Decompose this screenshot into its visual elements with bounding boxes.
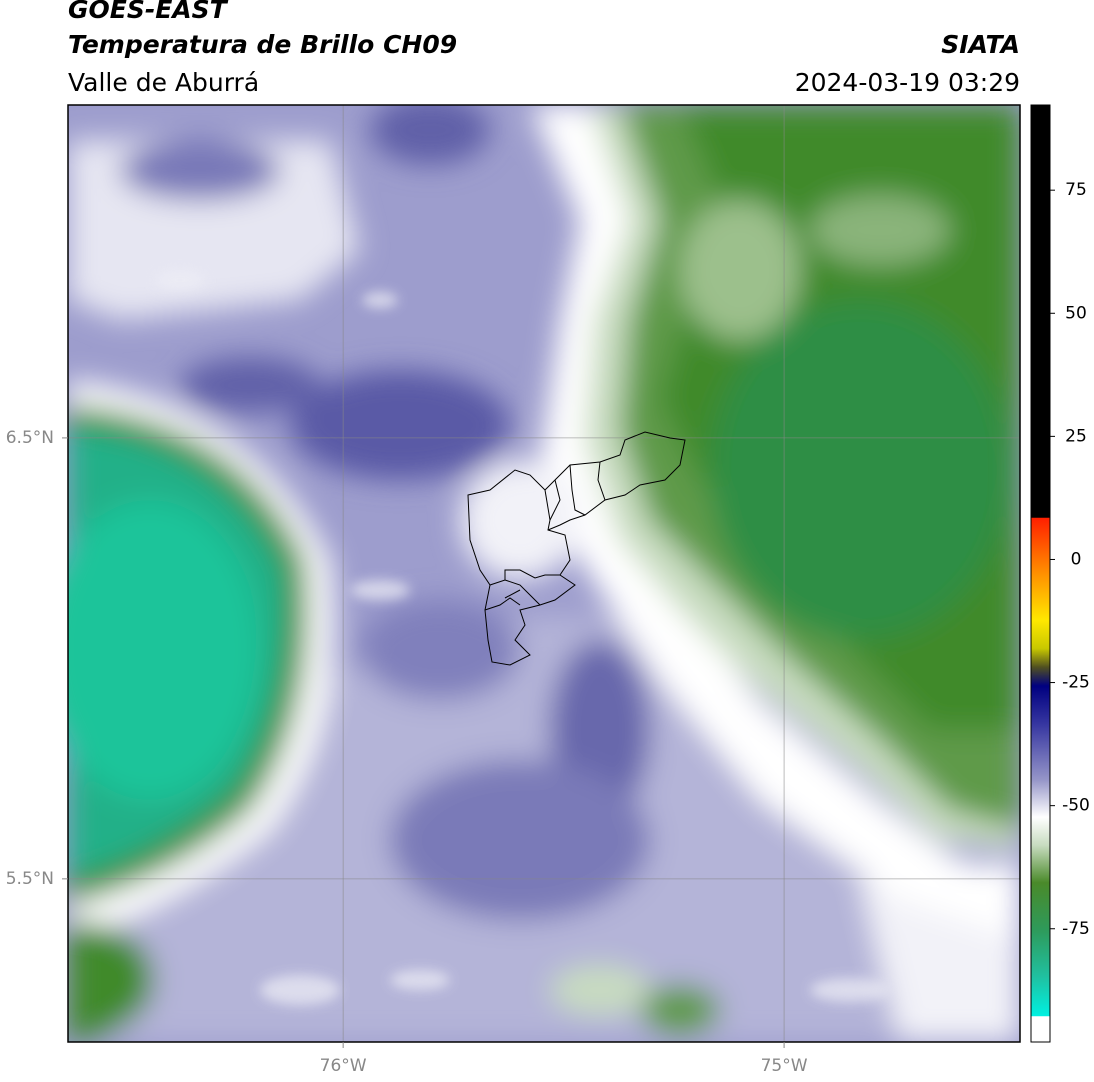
title: GOES-EAST [68, 0, 229, 24]
colorbar-tick-label: -25 [1062, 673, 1090, 693]
x-tick-label: 75°W [761, 1056, 808, 1076]
colorbar-tick-label: -50 [1062, 796, 1090, 816]
colorbar-tick-label: 75 [1065, 180, 1087, 200]
subtitle: Temperatura de Brillo CH09 [68, 30, 457, 59]
y-tick-label: 5.5°N [6, 869, 54, 889]
region: Valle de Aburrá [68, 68, 259, 97]
colorbar-tick-label: -75 [1062, 919, 1090, 939]
municipal-boundaries [467, 431, 686, 666]
colorbar [1030, 104, 1051, 1043]
colorbar-tick-label: 50 [1065, 303, 1087, 323]
map-frame [67, 104, 1021, 1043]
organization: SIATA [941, 30, 1020, 59]
colorbar-tick-label: 0 [1071, 549, 1082, 569]
grid [68, 105, 1020, 1042]
datetime: 2024-03-19 03:29 [795, 68, 1020, 97]
map-image [68, 105, 1020, 1042]
colorbar-tick-label: 25 [1065, 426, 1087, 446]
y-tick-label: 6.5°N [6, 428, 54, 448]
x-tick-label: 76°W [320, 1056, 367, 1076]
ticks: 76°W 75°W 6.5°N 5.5°N 75 50 25 0 -25 -50 -75 [6, 180, 1090, 1076]
